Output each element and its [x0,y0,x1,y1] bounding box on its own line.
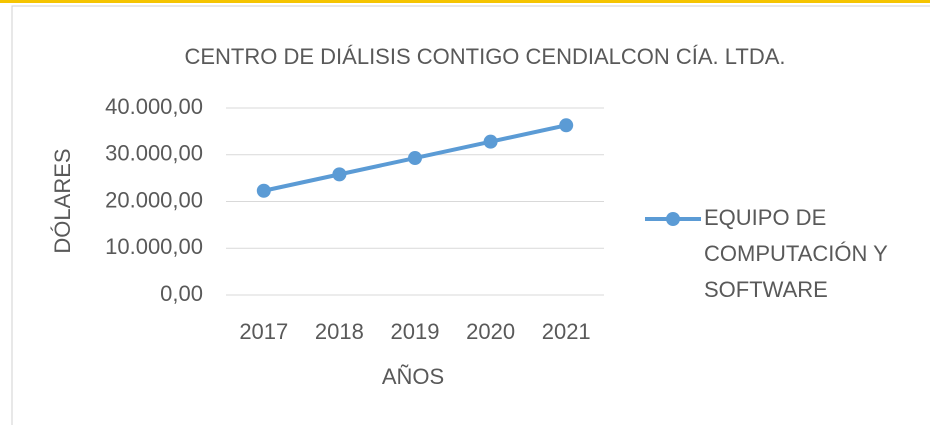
x-tick-label: 2021 [542,319,591,344]
x-tick-label: 2019 [391,319,440,344]
legend-label: EQUIPO DE COMPUTACIÓN Y SOFTWARE [704,205,888,302]
x-tick-label: 2018 [315,319,364,344]
series-marker [408,151,422,166]
legend-marker [666,212,680,226]
y-tick-label: 10.000,00 [105,234,203,259]
top-border [0,0,930,3]
y-tick-label: 40.000,00 [105,94,203,119]
series-marker [332,167,347,182]
x-tick-label: 2020 [466,319,515,344]
x-tick-label: 2017 [239,319,288,344]
y-axis-title: DÓLARES [50,148,75,253]
chart-title: CENTRO DE DIÁLISIS CONTIGO CENDIALCON CÍ… [184,44,785,69]
series-marker [256,183,271,198]
x-axis-title: AÑOS [382,364,444,389]
chart-border [11,5,930,425]
y-tick-label: 20.000,00 [105,187,203,212]
series-marker [483,134,498,149]
series-marker [559,118,574,133]
y-tick-label: 30.000,00 [105,141,203,166]
y-tick-label: 0,00 [160,281,203,306]
